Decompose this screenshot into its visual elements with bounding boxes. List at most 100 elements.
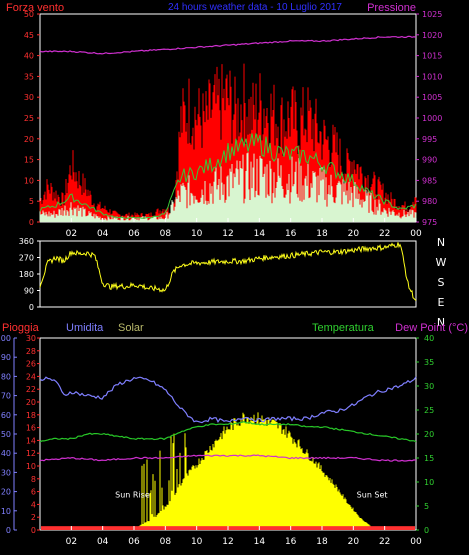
wind-ytick-label: 25	[24, 114, 34, 123]
direction-ytick-label: 360	[19, 237, 34, 246]
wind-ytick-label: 10	[24, 176, 34, 185]
temp-ytick-label: 25	[424, 406, 434, 415]
rain-ytick-label: 2	[31, 513, 36, 522]
wind-ytick-label: 20	[24, 135, 34, 144]
direction-ytick-label: 270	[19, 254, 34, 263]
rain-ytick-label: 4	[31, 500, 36, 509]
weather-xtick-label: 06	[128, 537, 140, 547]
temp-ytick-label: 5	[424, 502, 429, 511]
weather-xtick-label: 22	[379, 537, 390, 547]
weather-xtick-label: 16	[285, 537, 297, 547]
direction-ytick-label: 0	[29, 303, 34, 312]
compass-label: W	[436, 256, 447, 269]
direction-panel-frame	[39, 240, 417, 308]
humidity-ytick-label: 0	[6, 526, 11, 535]
temp-ytick-label: 40	[424, 334, 434, 343]
temp-ytick-label: 30	[424, 382, 434, 391]
pressure-ytick-label: 975	[422, 218, 437, 227]
humidity-ytick-label: 80	[1, 372, 11, 381]
compass-label: N	[437, 316, 445, 329]
rain-ytick-label: 14	[26, 436, 36, 445]
wind-avg-line	[39, 133, 417, 219]
chart-title: 24 hours weather data - 10 Luglio 2017	[168, 2, 342, 13]
humidity-ytick-label: 50	[1, 430, 11, 439]
weather-xtick-label: 20	[348, 537, 360, 547]
wind-xtick-label: 20	[348, 229, 360, 239]
pressure-ytick-label: 995	[422, 135, 437, 144]
dew-point-axis-title: Dew Point (°C)	[395, 322, 468, 334]
wind-xtick-label: 12	[222, 229, 233, 239]
humidity-ytick-label: 100	[0, 334, 11, 343]
humidity-ytick-label: 60	[1, 411, 11, 420]
rain-ytick-label: 22	[26, 385, 36, 394]
pressure-ytick-label: 1015	[422, 52, 442, 61]
wind-xtick-label: 08	[160, 229, 172, 239]
pressure-line	[39, 35, 417, 55]
pressure-ytick-label: 1005	[422, 93, 442, 102]
rain-ytick-label: 20	[26, 398, 36, 407]
compass-label: S	[438, 276, 445, 289]
humidity-ytick-label: 10	[1, 507, 11, 516]
weather-xtick-label: 00	[410, 537, 422, 547]
pressure-ytick-label: 990	[422, 156, 437, 165]
temp-ytick-label: 20	[424, 430, 434, 439]
temperature-axis-title: Temperatura	[312, 322, 375, 334]
rain-ytick-label: 18	[26, 411, 36, 420]
rain-axis-title: Pioggia	[2, 322, 40, 334]
temperature-line	[39, 421, 417, 443]
wind-xtick-label: 14	[254, 229, 266, 239]
pressure-ytick-label: 1010	[422, 72, 442, 81]
humidity-line	[39, 376, 417, 424]
weather-xtick-label: 12	[222, 537, 233, 547]
humidity-ytick-label: 90	[1, 353, 11, 362]
weather-xtick-label: 10	[191, 537, 203, 547]
wind-ytick-label: 35	[24, 72, 34, 81]
rain-ytick-label: 8	[31, 475, 36, 484]
compass-label: N	[437, 236, 445, 249]
temp-ytick-label: 0	[424, 526, 429, 535]
pressure-ytick-label: 1025	[422, 10, 442, 19]
pressure-ytick-label: 1000	[422, 114, 442, 123]
temp-ytick-label: 15	[424, 454, 434, 463]
wind-ytick-label: 15	[24, 156, 34, 165]
wind-direction-line	[39, 242, 417, 301]
temp-ytick-label: 35	[424, 358, 434, 367]
direction-ytick-label: 180	[19, 270, 34, 279]
humidity-ytick-label: 20	[1, 488, 11, 497]
wind-xtick-label: 04	[97, 229, 109, 239]
wind-xtick-label: 22	[379, 229, 390, 239]
compass-label: E	[438, 296, 445, 309]
wind-ytick-label: 5	[29, 197, 34, 206]
sun-rise-label: Sun Rise	[115, 490, 150, 499]
sun-set-label: Sun Set	[357, 490, 388, 499]
wind-ytick-label: 40	[24, 52, 34, 61]
rain-ytick-label: 28	[26, 347, 36, 356]
direction-ytick-label: 90	[24, 287, 34, 296]
wind-xtick-label: 18	[316, 229, 328, 239]
wind-ytick-label: 30	[24, 93, 34, 102]
wind-axis-title: Forza vento	[6, 2, 64, 14]
pressure-ytick-label: 1020	[422, 31, 442, 40]
rain-ytick-label: 16	[26, 424, 36, 433]
weather-xtick-label: 02	[66, 537, 77, 547]
wind-xtick-label: 00	[410, 229, 422, 239]
temp-ytick-label: 10	[424, 478, 434, 487]
wind-xtick-label: 16	[285, 229, 297, 239]
rain-ytick-label: 6	[31, 488, 36, 497]
rain-ytick-label: 30	[26, 334, 36, 343]
weather-xtick-label: 18	[316, 537, 328, 547]
rain-ytick-label: 26	[26, 360, 36, 369]
weather-xtick-label: 04	[97, 537, 109, 547]
wind-ytick-label: 45	[24, 31, 34, 40]
humidity-axis-title: Umidita	[66, 322, 104, 334]
wind-xtick-label: 02	[66, 229, 77, 239]
rain-ytick-label: 10	[26, 462, 36, 471]
pressure-ytick-label: 980	[422, 197, 437, 206]
pressure-ytick-label: 985	[422, 176, 437, 185]
humidity-ytick-label: 70	[1, 392, 11, 401]
rain-ytick-label: 12	[26, 449, 36, 458]
weather-xtick-label: 14	[254, 537, 266, 547]
